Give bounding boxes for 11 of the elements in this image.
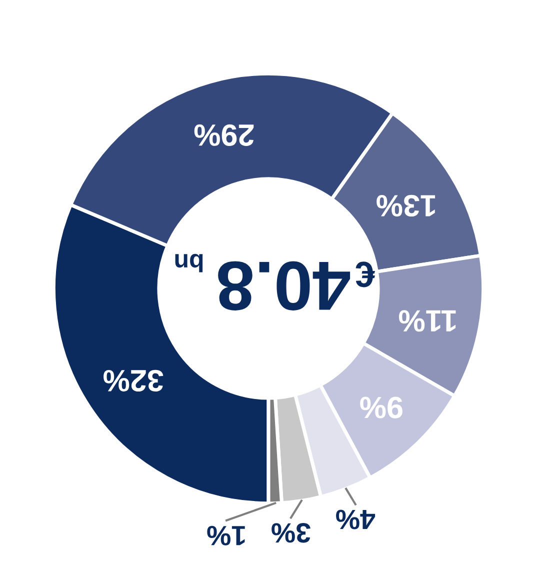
data-label: 13% [376,194,436,217]
data-label: 1% [207,526,245,546]
data-label: 29% [194,124,254,146]
data-label: 3% [272,523,310,543]
text: 40.8 [218,261,350,310]
data-label: 32% [104,370,164,392]
data-label: 9% [360,396,402,418]
text: bn [175,254,203,272]
data-label: 11% [398,310,456,332]
text: € [356,262,376,288]
data-label: 4% [336,510,376,530]
